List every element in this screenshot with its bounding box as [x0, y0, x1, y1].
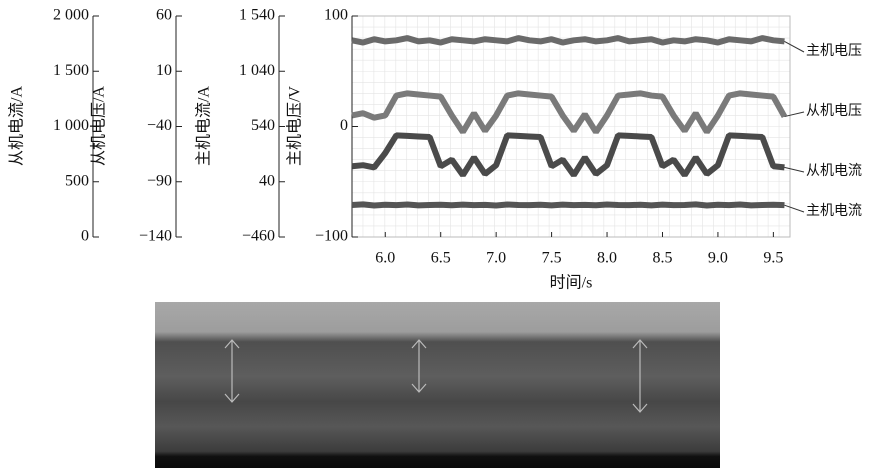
y-axis-label: 主机电压/V [286, 86, 304, 166]
y-tick-label: −90 [147, 172, 172, 189]
x-tick-label: 7.0 [486, 250, 506, 267]
x-tick-label: 8.5 [652, 250, 672, 267]
x-axis-label: 时间/s [550, 274, 593, 292]
leader-line [784, 111, 805, 118]
y-tick-label: 100 [324, 7, 348, 24]
y-tick-label: 1 500 [53, 62, 89, 79]
x-tick-label: 8.0 [597, 250, 617, 267]
trace [351, 90, 788, 134]
y-tick-label: −100 [315, 228, 348, 245]
y-axis-label: 主机电流/A [195, 86, 213, 166]
series-label: 主机电压 [806, 43, 862, 59]
series-label: 从机电流 [806, 163, 862, 179]
y-axis-label: 从机电流/A [8, 86, 26, 166]
photo-arrows [224, 339, 648, 413]
y-tick-label: −40 [147, 117, 172, 134]
y-axis-label: 从机电压/A [90, 86, 108, 166]
x-tick-label: 7.5 [542, 250, 562, 267]
leader-line [784, 166, 805, 173]
y-tick-label: 1 040 [239, 62, 275, 79]
y-tick-label: 2 000 [53, 7, 89, 24]
leader-line [784, 204, 805, 213]
trace [351, 201, 785, 209]
y-tick-label: 0 [81, 228, 89, 245]
y-tick-label: 10 [156, 62, 172, 79]
y-tick-label: 0 [340, 117, 348, 134]
y-tick-label: 540 [251, 117, 275, 134]
x-tick-label: 9.0 [708, 250, 728, 267]
y-tick-label: 60 [156, 7, 172, 24]
chart: 时间/s 0 500 1 000 1 500 2 000 从机电流/A −140 −90 −40… [8, 7, 862, 292]
trace [351, 35, 785, 46]
y-tick-label: 1 000 [53, 117, 89, 134]
series-label: 主机电流 [806, 203, 862, 219]
series-label: 从机电压 [806, 103, 862, 119]
weld-photo [155, 302, 720, 468]
y-tick-label: 500 [65, 172, 89, 189]
y-tick-label: −460 [242, 228, 275, 245]
leader-line [784, 40, 805, 53]
trace [351, 132, 785, 177]
x-tick-label: 9.5 [763, 250, 783, 267]
x-tick-label: 6.5 [431, 250, 451, 267]
y-tick-label: 1 540 [239, 7, 275, 24]
y-tick-label: 40 [259, 172, 275, 189]
x-tick-label: 6.0 [375, 250, 395, 267]
y-tick-label: −140 [139, 228, 172, 245]
